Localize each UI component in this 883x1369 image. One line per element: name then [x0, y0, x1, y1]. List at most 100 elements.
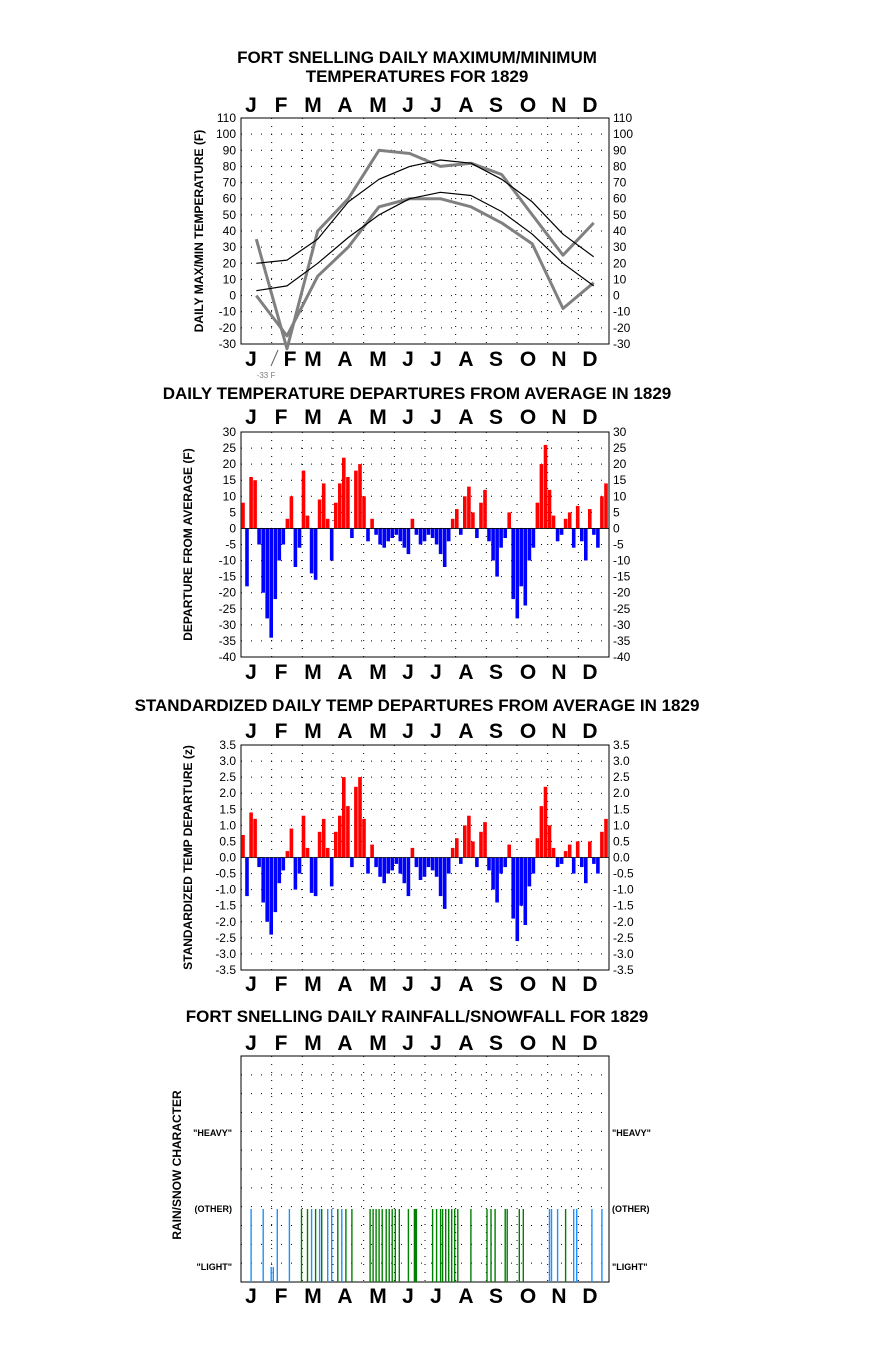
departures-ytick-left: 15 [223, 473, 237, 487]
departures-ytick-left: -25 [219, 602, 237, 616]
maxmin-title-line-2: TEMPERATURES FOR 1829 [306, 67, 529, 86]
departures-bottom-month-10: N [551, 661, 566, 684]
standardized-bar [511, 857, 515, 919]
standardized-bar [539, 806, 544, 858]
maxmin-bottom-month-8: S [489, 348, 503, 371]
standardized-top-month-5: J [402, 720, 414, 743]
departures-bar [483, 489, 487, 529]
precip-bottom-month-3: A [337, 1285, 352, 1308]
departures-top-month-11: D [582, 406, 597, 429]
departures-top-month-1: F [275, 406, 288, 429]
precip-bottom-month-1: F [275, 1285, 288, 1308]
standardized-bar [253, 818, 257, 858]
maxmin-bottom-month-3: A [337, 348, 352, 371]
precip-category-left: (OTHER) [195, 1204, 233, 1214]
departures-bar [261, 528, 265, 593]
maxmin-bottom-month-9: O [520, 348, 536, 371]
standardized-ytick-left: -3.5 [215, 963, 236, 977]
standardized-bar [402, 857, 407, 884]
departures-plot-border [240, 431, 610, 658]
standardized-ytick-left: 1.5 [219, 802, 236, 816]
standardized-ytick-right: 0.5 [613, 834, 630, 848]
standardized-bar [338, 815, 342, 858]
departures-ytick-right: 15 [613, 473, 627, 487]
standardized-bar [422, 857, 427, 877]
departures-bar [459, 528, 463, 535]
maxmin-record-slash [270, 349, 279, 367]
departures-bottom-month-2: M [304, 661, 322, 684]
departures-bar [515, 528, 520, 619]
departures-bar [269, 528, 273, 638]
departures-bar [334, 502, 338, 529]
standardized-bottom-month-7: A [458, 973, 473, 996]
maxmin-ytick-right: 100 [613, 127, 633, 141]
standardized-ytick-right: 3.5 [613, 738, 630, 752]
standardized-bar [455, 838, 459, 858]
departures-ytick-right: -5 [613, 538, 624, 552]
standardized-bar [249, 812, 253, 858]
departures-bar [277, 528, 282, 561]
maxmin-ytick-left: 0 [229, 289, 236, 303]
departures-bars [241, 444, 608, 638]
departures-bar [313, 528, 318, 580]
precip-bottom-month-8: S [489, 1285, 503, 1308]
standardized-bar [519, 857, 524, 906]
departures-bar [527, 528, 532, 561]
standardized-ytick-right: 2.0 [613, 786, 630, 800]
standardized-bar [406, 857, 411, 897]
standardized-bottom-month-5: J [402, 973, 414, 996]
departures-bar [297, 528, 302, 548]
maxmin-ytick-left: 90 [223, 143, 237, 157]
departures-bar [249, 477, 253, 529]
departures-ytick-left: -15 [219, 570, 237, 584]
departures-top-month-5: J [402, 406, 414, 429]
departures-bar [245, 528, 249, 587]
standardized-bar [491, 857, 495, 890]
maxmin-bottom-month-10: N [551, 348, 566, 371]
maxmin-top-month-11: D [582, 94, 597, 117]
departures-ytick-left: 20 [223, 457, 237, 471]
departures-bar [321, 483, 326, 529]
departures-ytick-right: 20 [613, 457, 627, 471]
standardized-bar [257, 857, 261, 868]
standardized-bar [592, 857, 596, 864]
departures-bar [559, 528, 564, 535]
departures-bar [495, 528, 499, 577]
departures-bar [293, 528, 298, 567]
departures-bottom-month-5: J [402, 661, 414, 684]
standardized-ytick-left: -2.5 [215, 931, 236, 945]
maxmin-ytick-left: 50 [223, 208, 237, 222]
standardized-bottom-month-10: N [551, 973, 566, 996]
standardized-top-month-4: M [369, 720, 387, 743]
maxmin-series-0-line [256, 159, 595, 264]
standardized-ytick-right: -3.5 [613, 963, 634, 977]
standardized-bar [434, 857, 439, 877]
maxmin-ytick-right: 10 [613, 272, 627, 286]
standardized-bar [450, 847, 455, 858]
standardized-bar [527, 857, 532, 887]
departures-ytick-left: -10 [219, 554, 237, 568]
standardized-bar [394, 857, 399, 864]
standardized-bar [305, 847, 310, 858]
standardized-bar [309, 857, 314, 893]
standardized-bars [241, 777, 608, 942]
maxmin-series-3-line [255, 197, 595, 338]
departures-bar [604, 483, 608, 529]
standardized-bar [390, 857, 394, 871]
standardized-bar [297, 857, 302, 874]
precip-top-month-11: D [582, 1032, 597, 1055]
standardized-ytick-left: 0.0 [219, 851, 236, 865]
departures-bar [301, 470, 306, 529]
departures-bar [358, 464, 362, 529]
departures-bottom-month-9: O [520, 661, 536, 684]
departures-bar [463, 496, 467, 529]
standardized-top-month-10: N [551, 720, 566, 743]
departures-bar [325, 518, 330, 529]
departures-y-ticks: 30 30 25 25 20 20 15 15 10 10 5 5 0 0 -5 -5 -10 -10 -15 -15… [219, 425, 631, 664]
standardized-bar [575, 841, 580, 858]
